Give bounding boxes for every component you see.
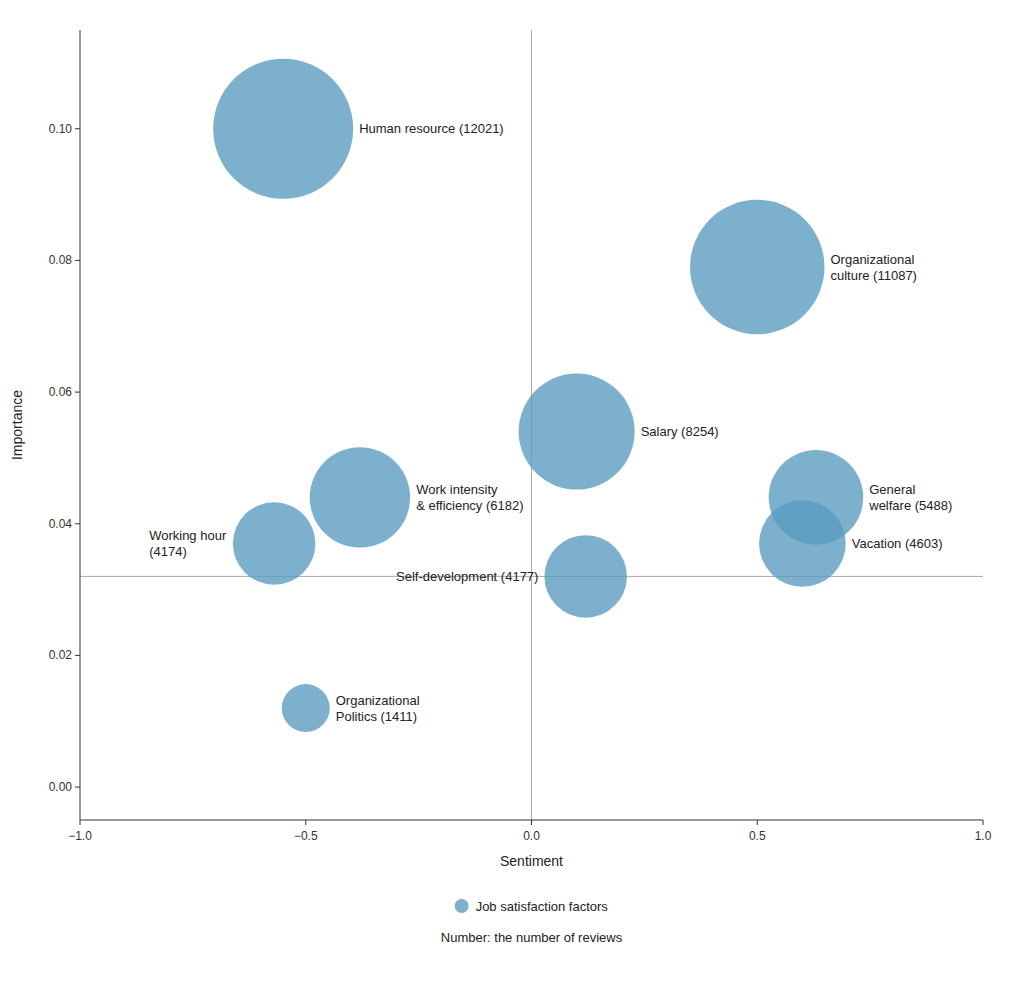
label-line: Organizational <box>336 693 420 708</box>
y-tick-label: 0.06 <box>49 385 73 399</box>
bubble <box>759 500 846 587</box>
label-line: Work intensity <box>416 482 498 497</box>
x-tick-label: −0.5 <box>294 829 318 843</box>
y-tick <box>75 655 80 656</box>
bubble <box>233 502 315 584</box>
x-tick <box>983 820 984 825</box>
bubble-label: Human resource (12021) <box>359 121 504 136</box>
y-tick-label: 0.02 <box>49 648 73 662</box>
bubble-labels: Human resource (12021)Organizationalcult… <box>149 121 952 723</box>
y-tick <box>75 787 80 788</box>
label-line: Organizational <box>830 252 914 267</box>
chart: −1.0 −0.5 0.0 0.5 1.0 0.00 0.02 0.04 0.06 0.08 0.1… <box>0 0 1013 986</box>
bubble-label: Vacation (4603) <box>852 536 943 551</box>
legend-marker <box>455 899 469 913</box>
bubble-label: OrganizationalPolitics (1411) <box>336 693 420 724</box>
x-tick-label: 0.0 <box>523 829 540 843</box>
y-tick <box>75 392 80 393</box>
x-tick <box>305 820 306 825</box>
y-tick-label: 0.08 <box>49 253 73 267</box>
bubble <box>282 684 330 732</box>
label-line: General <box>869 482 915 497</box>
bubble-label: Organizationalculture (11087) <box>830 252 916 283</box>
y-tick-label: 0.04 <box>49 517 73 531</box>
bubble <box>213 59 353 199</box>
x-tick-label: −1.0 <box>68 829 92 843</box>
bubble-label: Generalwelfare (5488) <box>868 482 952 513</box>
x-tick-label: 0.5 <box>749 829 766 843</box>
label-line: Self-development (4177) <box>396 569 538 584</box>
x-tick <box>80 820 81 825</box>
label-line: Vacation (4603) <box>852 536 943 551</box>
bubble <box>690 200 824 334</box>
x-tick <box>531 820 532 825</box>
y-tick-label: 0.00 <box>49 780 73 794</box>
bubble-label: Self-development (4177) <box>396 569 538 584</box>
bubble-label: Work intensity& efficiency (6182) <box>416 482 523 513</box>
bubble <box>519 374 635 490</box>
label-line: culture (11087) <box>830 268 916 283</box>
y-tick <box>75 260 80 261</box>
bubble-label: Salary (8254) <box>641 424 719 439</box>
y-tick <box>75 128 80 129</box>
reference-lines <box>80 30 983 820</box>
y-axis-line <box>80 30 81 820</box>
bubble <box>544 535 627 618</box>
legend-label: Job satisfaction factors <box>476 899 609 914</box>
label-line: welfare (5488) <box>868 498 952 513</box>
label-line: Working hour <box>149 528 227 543</box>
x-axis-label: Sentiment <box>500 853 563 869</box>
label-line: Human resource (12021) <box>359 121 504 136</box>
y-axis-label: Importance <box>9 390 25 460</box>
bubble-label: Working hour(4174) <box>149 528 227 559</box>
note: Number: the number of reviews <box>441 930 623 945</box>
bubbles <box>213 59 863 732</box>
label-line: (4174) <box>149 544 187 559</box>
y-tick <box>75 523 80 524</box>
bubble <box>310 447 410 547</box>
label-line: Salary (8254) <box>641 424 719 439</box>
label-line: & efficiency (6182) <box>416 498 523 513</box>
x-tick <box>757 820 758 825</box>
legend: Job satisfaction factors <box>455 899 609 914</box>
y-tick-label: 0.10 <box>49 122 73 136</box>
x-tick-label: 1.0 <box>975 829 992 843</box>
label-line: Politics (1411) <box>336 709 417 724</box>
